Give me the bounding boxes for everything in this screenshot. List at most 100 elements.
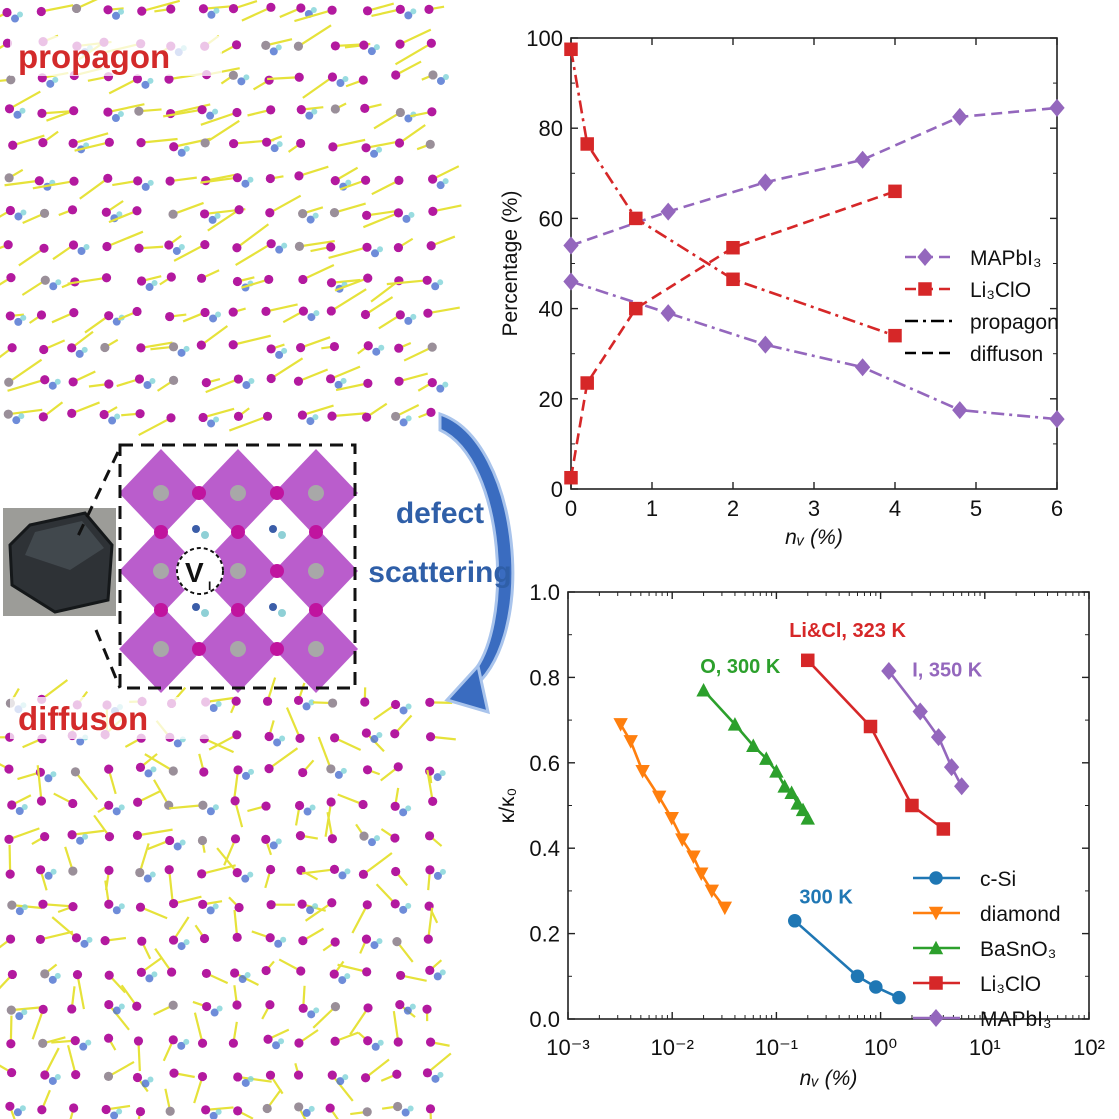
atom [200, 239, 210, 250]
organic-molecule-atom [145, 974, 154, 983]
square-marker [564, 42, 578, 57]
atom [104, 999, 114, 1010]
atom [196, 273, 207, 283]
triangle-down-marker [686, 850, 701, 864]
organic-molecule-atom [306, 215, 315, 224]
atom [197, 1038, 208, 1048]
square-marker [580, 376, 594, 390]
ma-molecule-atom [201, 609, 209, 617]
organic-molecule-atom [212, 804, 219, 811]
atom [104, 379, 114, 389]
atom [296, 343, 306, 353]
atom [67, 830, 77, 840]
circle-marker [929, 871, 943, 885]
displacement-arrow [72, 132, 109, 145]
organic-molecule-atom [410, 8, 417, 15]
displacement-arrow [330, 288, 367, 312]
atom [265, 1070, 276, 1080]
organic-molecule-atom [20, 314, 27, 321]
series-3 [564, 184, 902, 485]
vacancy-subscript: I [208, 579, 211, 593]
lead-atom [308, 563, 324, 579]
atom [230, 968, 240, 978]
atom [233, 1072, 243, 1082]
atom [232, 107, 242, 118]
atom [4, 834, 14, 844]
atom [199, 767, 209, 777]
displacement-arrow [168, 869, 174, 904]
organic-molecule-atom [214, 212, 221, 219]
atom [67, 343, 77, 353]
organic-molecule-atom [112, 807, 121, 816]
displacement-arrow [0, 78, 11, 82]
legend-label: MAPbI₃ [980, 1008, 1052, 1031]
organic-molecule-atom [77, 246, 86, 255]
vacancy-marker: V I [176, 547, 224, 595]
atom [298, 767, 308, 778]
diamond-marker [757, 335, 774, 354]
displacement-arrow [269, 194, 302, 214]
iodine-atom [192, 486, 206, 500]
organic-molecule-atom [19, 1105, 26, 1112]
displacement-arrow [349, 1007, 369, 1036]
atom [362, 967, 372, 977]
legend-item: diffuson [905, 343, 1043, 366]
displacement-arrow [106, 230, 144, 248]
atom [232, 868, 242, 878]
organic-molecule-atom [313, 1007, 320, 1014]
atom [264, 764, 274, 774]
diamond-marker [954, 777, 970, 796]
displacement-arrow [193, 1076, 204, 1104]
atom [230, 834, 241, 844]
annotation-label: Li&Cl, 323 K [789, 620, 906, 642]
organic-molecule-atom [75, 349, 84, 358]
diffuson-label-bg [10, 697, 210, 739]
x-tick-label: 10² [1073, 1035, 1105, 1060]
atom [325, 1103, 335, 1113]
organic-molecule-atom [306, 906, 315, 915]
displacement-arrow [335, 382, 369, 392]
atom [197, 1071, 208, 1082]
organic-molecule-atom [272, 1041, 281, 1050]
atom [136, 343, 146, 353]
atom [196, 340, 206, 350]
organic-molecule-atom [409, 1003, 416, 1010]
legend-label: c-Si [980, 868, 1016, 891]
x-tick-label: 10¹ [969, 1035, 1001, 1060]
diffuson-label-group: diffuson [10, 697, 210, 739]
atom [329, 207, 340, 218]
organic-molecule-atom [340, 767, 347, 774]
triangle-down-marker [694, 867, 709, 882]
triangle-down-marker [635, 765, 650, 779]
diamond-marker [660, 202, 676, 221]
lead-atom [153, 641, 169, 657]
organic-molecule-atom [242, 381, 251, 390]
organic-molecule-atom [112, 11, 121, 20]
atom [168, 1000, 178, 1010]
organic-molecule-atom [80, 939, 89, 948]
atom [201, 968, 212, 979]
atom [326, 764, 336, 774]
annotation-label: 300 K [799, 887, 853, 909]
displacement-arrow [108, 77, 138, 95]
displacement-arrow [67, 1044, 77, 1075]
atom [424, 831, 435, 841]
diamond-marker [563, 272, 579, 291]
atom [7, 900, 17, 910]
organic-molecule-atom [405, 415, 412, 422]
organic-molecule-atom [306, 417, 315, 426]
atom [165, 176, 175, 186]
organic-molecule-atom [241, 874, 250, 883]
organic-molecule-atom [372, 347, 381, 356]
organic-molecule-atom [14, 212, 23, 221]
legend-label: Li₃ClO [970, 279, 1031, 302]
atom [68, 240, 79, 250]
displacement-arrow [395, 60, 422, 76]
organic-molecule-atom [76, 737, 85, 746]
ma-molecule-atom [278, 609, 286, 617]
diamond-marker [1049, 98, 1065, 117]
atom [394, 138, 405, 148]
atom [169, 898, 179, 909]
displacement-arrow [205, 378, 239, 394]
